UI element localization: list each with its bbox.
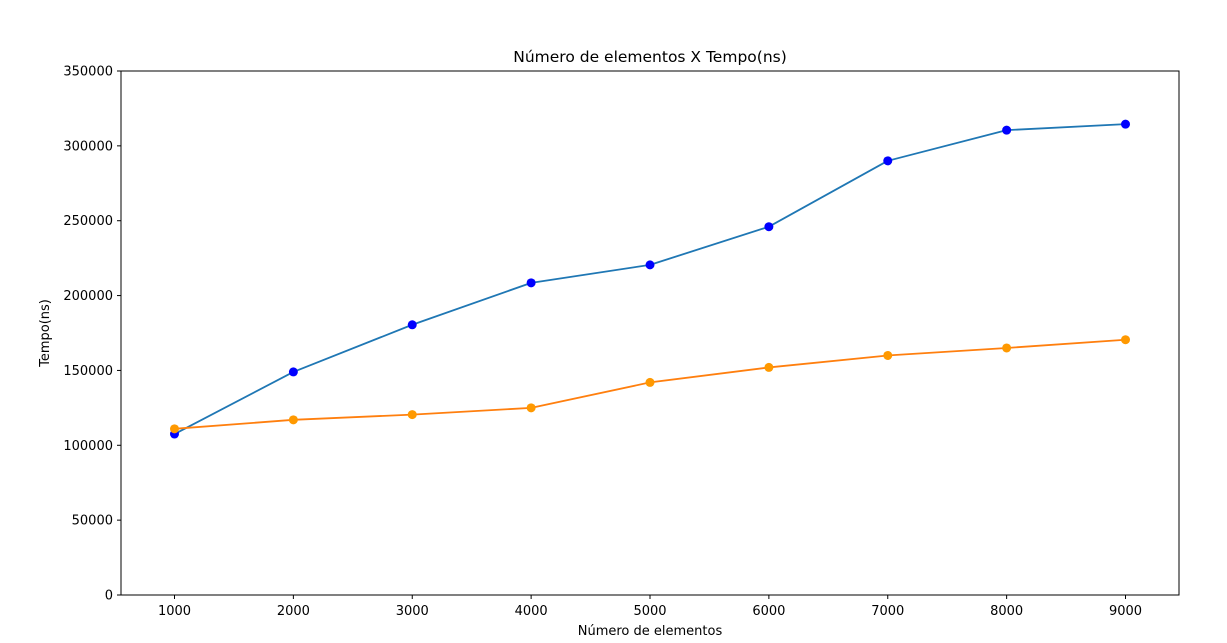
x-tick-label: 2000 <box>277 604 310 619</box>
series-1-point <box>288 367 298 377</box>
series-2-point <box>169 424 179 434</box>
x-tick-label: 9000 <box>1109 604 1142 619</box>
series-1-point <box>764 222 774 232</box>
y-axis-title: Tempo(ns) <box>38 299 53 368</box>
series-2-point <box>1002 343 1012 353</box>
x-tick-label: 6000 <box>752 604 785 619</box>
y-tick-label: 0 <box>105 589 113 604</box>
plot-area: 1000 2000 3000 4000 5000 6000 7000 8000 9000 0 500… <box>63 65 1180 619</box>
x-tick-label: 3000 <box>396 604 429 619</box>
series-2-point <box>288 415 298 425</box>
series-2-point <box>645 377 655 387</box>
y-tick-label: 50000 <box>72 514 113 529</box>
y-tick-label: 350000 <box>63 65 113 80</box>
series-2-point <box>407 410 417 420</box>
series-1-point <box>526 278 536 288</box>
series-2-point <box>1121 335 1131 345</box>
y-tick-label: 100000 <box>63 439 113 454</box>
series-2-point <box>764 362 774 372</box>
x-tick-label: 8000 <box>990 604 1023 619</box>
axes-frame <box>120 70 1180 596</box>
series-1-point <box>645 260 655 270</box>
y-tick-label: 300000 <box>63 139 113 154</box>
x-tick-label: 1000 <box>158 604 191 619</box>
x-tick-label: 4000 <box>515 604 548 619</box>
y-tick-label: 200000 <box>63 289 113 304</box>
series-1-point <box>1002 125 1012 135</box>
series-2-point <box>526 403 536 413</box>
x-tick-label: 5000 <box>633 604 666 619</box>
x-axis-title: Número de elementos <box>578 624 723 639</box>
series-1-point <box>407 320 417 330</box>
x-tick-label: 7000 <box>871 604 904 619</box>
y-tick-label: 250000 <box>63 214 113 229</box>
series-1-point <box>883 156 893 166</box>
y-tick-label: 150000 <box>63 364 113 379</box>
chart-title: Número de elementos X Tempo(ns) <box>513 48 787 66</box>
series-2-point <box>883 350 893 360</box>
series-1-point <box>1121 119 1131 129</box>
